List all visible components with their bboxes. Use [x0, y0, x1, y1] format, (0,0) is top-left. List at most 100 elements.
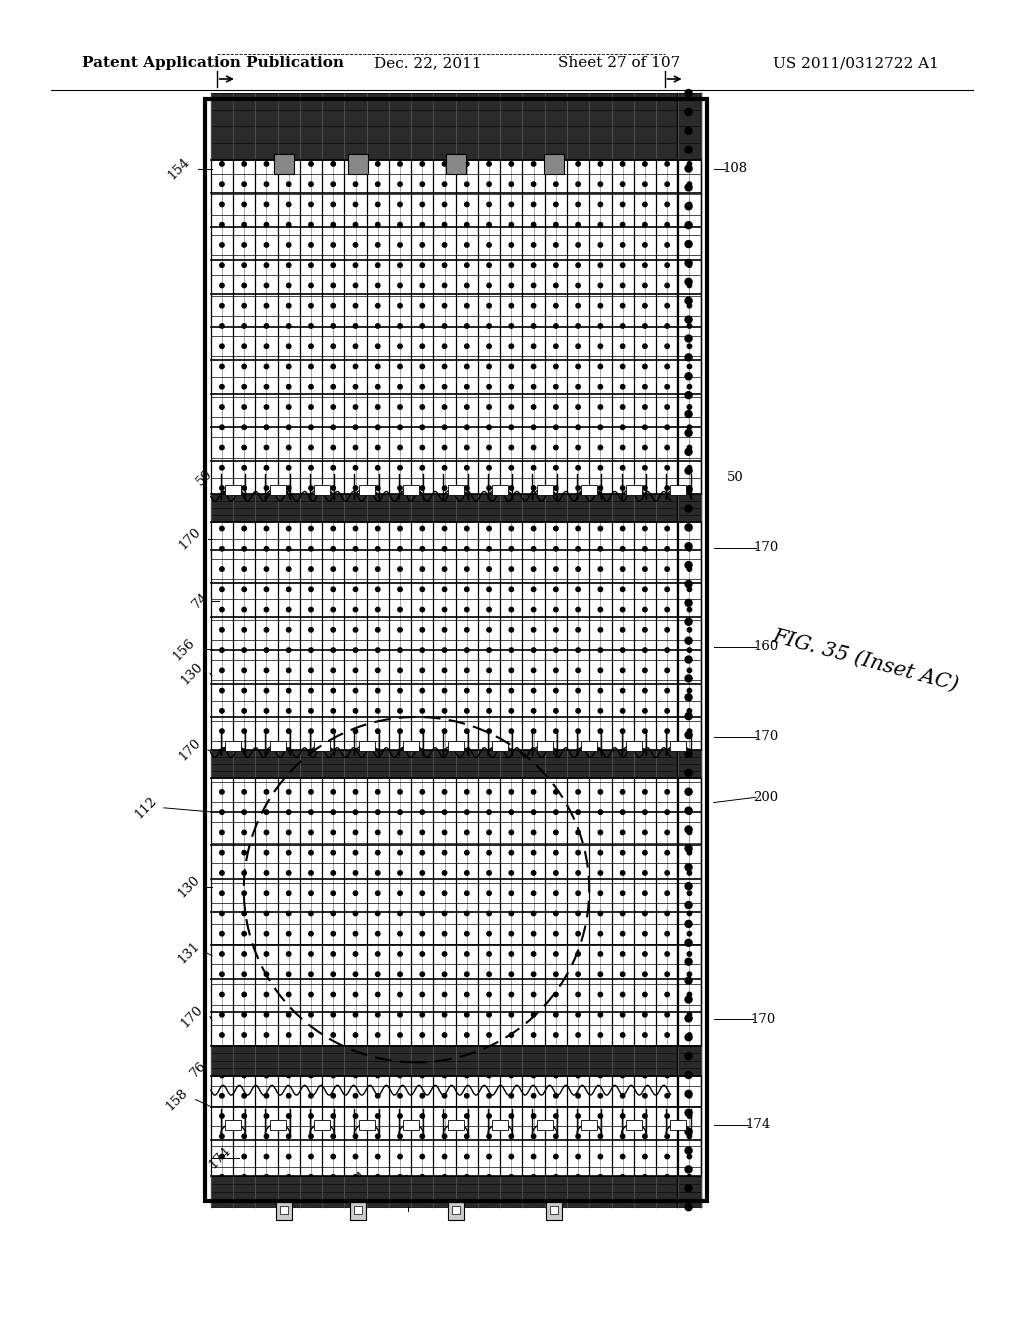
- Circle shape: [331, 162, 336, 166]
- Circle shape: [331, 1175, 336, 1179]
- Circle shape: [575, 425, 581, 429]
- Circle shape: [687, 405, 691, 409]
- Circle shape: [353, 810, 357, 814]
- Circle shape: [598, 729, 602, 734]
- Circle shape: [264, 993, 268, 997]
- Circle shape: [665, 668, 670, 673]
- Text: 158: 158: [164, 1086, 190, 1113]
- Circle shape: [598, 1155, 602, 1159]
- Circle shape: [264, 871, 268, 875]
- Circle shape: [398, 1073, 402, 1077]
- Circle shape: [331, 445, 336, 450]
- Circle shape: [531, 871, 536, 875]
- Circle shape: [287, 405, 291, 409]
- Circle shape: [465, 770, 469, 774]
- Circle shape: [309, 789, 313, 795]
- Circle shape: [353, 304, 357, 308]
- Circle shape: [598, 506, 602, 511]
- Circle shape: [376, 364, 380, 368]
- Circle shape: [398, 952, 402, 956]
- Circle shape: [264, 1195, 268, 1200]
- Circle shape: [621, 384, 625, 389]
- Circle shape: [376, 405, 380, 409]
- Circle shape: [220, 1114, 224, 1118]
- Circle shape: [309, 1175, 313, 1179]
- Circle shape: [242, 445, 247, 450]
- Circle shape: [554, 141, 558, 145]
- Circle shape: [264, 1134, 268, 1138]
- Circle shape: [509, 830, 513, 834]
- Circle shape: [685, 1166, 692, 1173]
- Circle shape: [687, 243, 691, 247]
- Text: 130: 130: [175, 874, 202, 900]
- Circle shape: [531, 345, 536, 348]
- Circle shape: [687, 789, 691, 795]
- Circle shape: [575, 830, 581, 834]
- Circle shape: [398, 871, 402, 875]
- Circle shape: [554, 405, 558, 409]
- Circle shape: [554, 830, 558, 834]
- Circle shape: [309, 445, 313, 450]
- Circle shape: [575, 850, 581, 855]
- Circle shape: [665, 891, 670, 895]
- Circle shape: [376, 830, 380, 834]
- Circle shape: [331, 202, 336, 207]
- Circle shape: [554, 1195, 558, 1200]
- Circle shape: [621, 830, 625, 834]
- Bar: [493, 484, 508, 495]
- Circle shape: [687, 304, 691, 308]
- Circle shape: [442, 1134, 446, 1138]
- Circle shape: [309, 121, 313, 125]
- Circle shape: [376, 1093, 380, 1098]
- Circle shape: [398, 810, 402, 814]
- Bar: [403, 484, 419, 495]
- Circle shape: [220, 304, 224, 308]
- Circle shape: [398, 1053, 402, 1057]
- Circle shape: [353, 1195, 357, 1200]
- Circle shape: [287, 304, 291, 308]
- Circle shape: [465, 587, 469, 591]
- Circle shape: [331, 364, 336, 368]
- Circle shape: [665, 546, 670, 550]
- Circle shape: [331, 141, 336, 145]
- Circle shape: [465, 607, 469, 611]
- Circle shape: [643, 263, 647, 268]
- Circle shape: [486, 871, 492, 875]
- Circle shape: [575, 1073, 581, 1077]
- Circle shape: [220, 789, 224, 795]
- Circle shape: [509, 952, 513, 956]
- Circle shape: [509, 972, 513, 977]
- Circle shape: [309, 607, 313, 611]
- Circle shape: [442, 911, 446, 916]
- Circle shape: [554, 1175, 558, 1179]
- Circle shape: [665, 323, 670, 329]
- Circle shape: [531, 223, 536, 227]
- Circle shape: [509, 810, 513, 814]
- Circle shape: [465, 1053, 469, 1057]
- Circle shape: [621, 364, 625, 368]
- Circle shape: [531, 546, 536, 550]
- Circle shape: [665, 648, 670, 652]
- Circle shape: [376, 689, 380, 693]
- Circle shape: [220, 709, 224, 713]
- Text: 170: 170: [178, 1003, 205, 1030]
- Circle shape: [442, 627, 446, 632]
- Bar: [281, 1205, 289, 1213]
- Circle shape: [465, 506, 469, 511]
- Circle shape: [420, 729, 425, 734]
- Circle shape: [309, 263, 313, 268]
- Circle shape: [687, 810, 691, 814]
- Circle shape: [242, 141, 247, 145]
- Circle shape: [554, 445, 558, 450]
- Circle shape: [554, 689, 558, 693]
- Circle shape: [598, 566, 602, 572]
- Bar: [211, 494, 700, 521]
- Circle shape: [687, 689, 691, 693]
- Circle shape: [420, 810, 425, 814]
- Circle shape: [509, 750, 513, 754]
- Circle shape: [486, 729, 492, 734]
- Circle shape: [220, 770, 224, 774]
- Circle shape: [687, 668, 691, 673]
- Circle shape: [420, 100, 425, 106]
- Circle shape: [331, 932, 336, 936]
